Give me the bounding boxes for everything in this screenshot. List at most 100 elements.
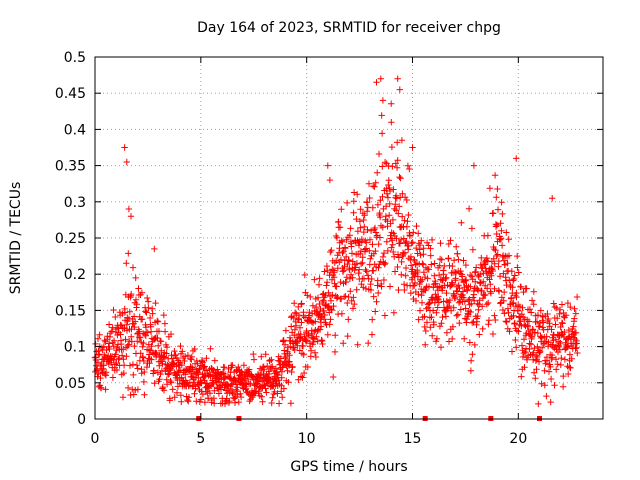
data-point (467, 308, 474, 316)
data-point (469, 351, 476, 358)
data-point (278, 374, 285, 381)
data-point (424, 275, 431, 282)
data-point (551, 382, 558, 389)
data-point (146, 314, 154, 322)
data-point (107, 329, 114, 337)
data-point (558, 319, 566, 326)
data-point (460, 294, 467, 301)
data-point (500, 257, 508, 264)
data-point (566, 351, 574, 358)
data-point (428, 236, 436, 244)
data-point (323, 282, 330, 289)
data-point (338, 206, 345, 213)
data-point (145, 304, 152, 312)
data-point (489, 267, 496, 275)
data-point (484, 285, 491, 292)
data-point (325, 289, 332, 296)
data-point (514, 264, 521, 271)
data-point (429, 307, 437, 314)
data-point (154, 318, 162, 325)
data-point (357, 247, 365, 255)
data-point (394, 75, 401, 82)
data-point (110, 356, 117, 364)
data-point (572, 329, 580, 336)
data-point (466, 301, 473, 308)
data-point (465, 297, 472, 304)
data-point (537, 307, 544, 314)
data-point (356, 218, 364, 225)
data-point (479, 325, 486, 333)
data-point (298, 300, 305, 307)
y-tick-label: 0.35 (55, 159, 86, 175)
data-point (279, 394, 286, 401)
data-point (139, 316, 146, 323)
data-point (123, 260, 130, 267)
data-point (519, 353, 527, 361)
data-point (462, 277, 469, 284)
data-point (506, 328, 513, 335)
data-point (217, 386, 225, 393)
data-point (120, 369, 127, 377)
y-tick-label: 0.15 (55, 303, 86, 319)
data-point (439, 313, 446, 321)
data-point (371, 226, 378, 233)
data-point (443, 329, 451, 336)
data-point (306, 309, 313, 316)
data-point (407, 262, 415, 269)
data-point (433, 335, 441, 342)
data-point (361, 248, 369, 255)
data-point (377, 258, 384, 265)
data-point (438, 256, 445, 263)
data-point (414, 268, 421, 276)
data-point (509, 284, 516, 291)
data-point (294, 338, 301, 345)
data-point (543, 392, 550, 400)
data-point (358, 280, 365, 288)
data-point (556, 306, 564, 313)
data-point (160, 311, 167, 319)
data-point (396, 240, 404, 247)
data-point (328, 306, 335, 314)
data-point (391, 253, 398, 260)
data-point (394, 139, 401, 146)
data-point (155, 328, 163, 335)
data-point (561, 328, 568, 336)
data-point (564, 299, 572, 307)
data-point (237, 393, 245, 401)
data-point (365, 180, 373, 187)
data-point (134, 338, 141, 345)
data-point (128, 290, 135, 298)
data-point (564, 363, 571, 370)
data-point (229, 389, 236, 396)
data-point (269, 394, 276, 401)
data-point (395, 286, 402, 294)
data-point (177, 342, 184, 350)
data-point (372, 308, 379, 315)
data-point (255, 388, 262, 395)
data-point (231, 399, 239, 406)
data-point (166, 367, 174, 374)
data-point (487, 281, 494, 288)
data-point (457, 267, 464, 275)
data-point (127, 213, 135, 220)
data-point (534, 343, 541, 350)
data-point (301, 271, 308, 279)
data-point (447, 237, 454, 244)
data-point (204, 384, 211, 391)
data-point (567, 364, 574, 372)
data-point (486, 185, 494, 192)
data-point (133, 361, 141, 369)
data-point (318, 336, 325, 344)
data-point (492, 316, 499, 324)
data-point (455, 282, 462, 289)
y-tick-label: 0.25 (55, 231, 86, 247)
data-point (437, 344, 445, 351)
data-point (207, 373, 214, 380)
data-point (556, 346, 563, 353)
data-point (418, 237, 425, 244)
data-point (399, 213, 406, 220)
data-point (477, 271, 484, 278)
y-tick-label: 0.5 (64, 50, 86, 66)
data-point (323, 279, 331, 286)
data-point (177, 392, 185, 399)
